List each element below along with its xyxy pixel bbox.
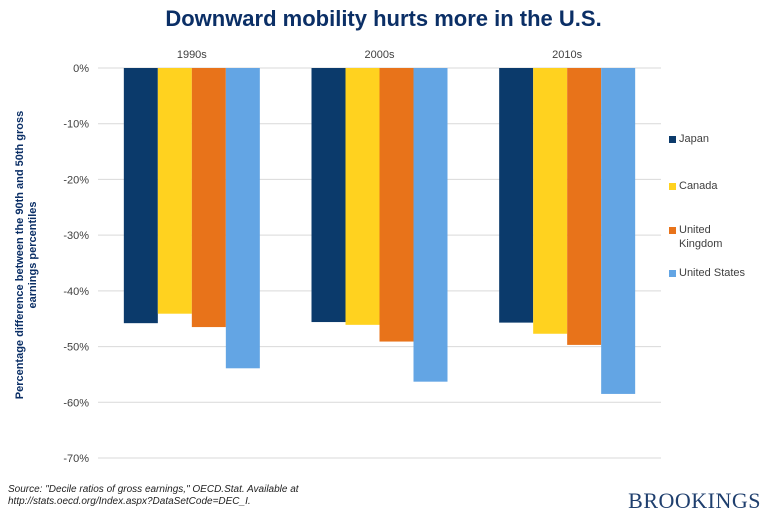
legend-label-canada: Canada <box>679 180 718 192</box>
y-tick-label: -60% <box>63 397 89 409</box>
bar-japan <box>499 68 534 323</box>
bar-canada <box>157 68 192 314</box>
bar-united-kingdom <box>567 68 602 345</box>
bar-japan <box>123 68 158 324</box>
y-tick-label: -10% <box>63 119 89 131</box>
category-label: 2000s <box>365 49 395 61</box>
y-axis-label: Percentage difference between the 90th a… <box>14 110 39 400</box>
legend-swatch-canada <box>669 183 676 190</box>
y-tick-label: -40% <box>63 286 89 298</box>
bar-united-states <box>601 68 636 394</box>
bar-japan <box>311 68 346 323</box>
bars <box>123 68 636 394</box>
y-tick-label: -50% <box>63 342 89 354</box>
legend-label-united-kingdom: United Kingdom <box>679 224 723 250</box>
category-labels: 1990s 2000s 2010s <box>177 49 583 61</box>
legend-label-japan: Japan <box>679 133 709 145</box>
bar-united-kingdom <box>191 68 226 328</box>
bar-united-kingdom <box>379 68 414 342</box>
y-tick-label: -20% <box>63 174 89 186</box>
bar-canada <box>345 68 380 325</box>
category-label: 1990s <box>177 49 207 61</box>
legend-swatch-united-kingdom <box>669 227 676 234</box>
bar-united-states <box>413 68 448 382</box>
bar-united-states <box>225 68 260 369</box>
y-tick-label: -30% <box>63 230 89 242</box>
y-tick-label: -70% <box>63 453 89 465</box>
y-tick-labels: 0% -10% -20% -30% -40% -50% -60% -70% <box>63 63 89 465</box>
legend-swatch-japan <box>669 136 676 143</box>
bar-canada <box>533 68 568 334</box>
legend-label-united-states: United States <box>679 267 746 279</box>
legend-swatch-united-states <box>669 270 676 277</box>
chart-title: Downward mobility hurts more in the U.S. <box>165 6 602 31</box>
brookings-logo: BROOKINGS <box>628 488 761 513</box>
y-tick-label: 0% <box>73 63 89 75</box>
source-note: Source: "Decile ratios of gross earnings… <box>8 484 299 507</box>
category-label: 2010s <box>552 49 582 61</box>
